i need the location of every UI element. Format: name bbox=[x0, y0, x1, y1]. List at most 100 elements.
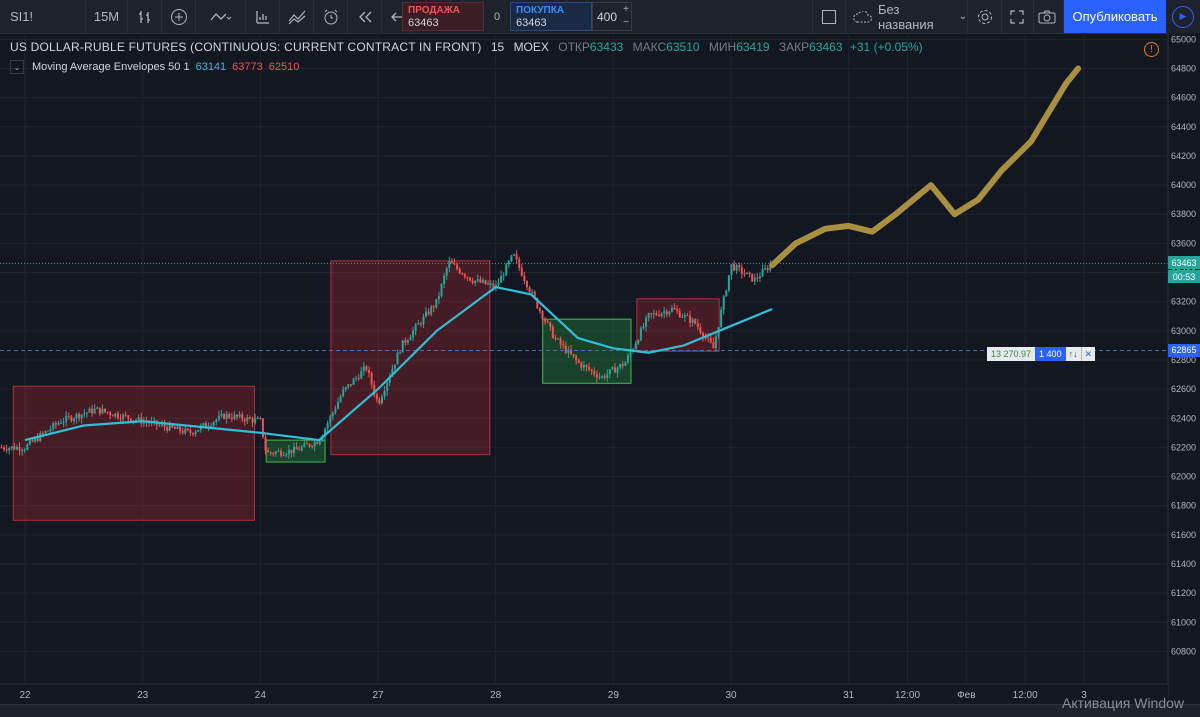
add-indicator-icon[interactable] bbox=[162, 0, 196, 33]
quantity-stepper[interactable]: + − bbox=[623, 3, 629, 29]
candle-body bbox=[233, 414, 236, 419]
candle-body bbox=[344, 387, 347, 390]
indicator-name[interactable]: Moving Average Envelopes 50 1 bbox=[32, 61, 190, 73]
candle-body bbox=[714, 336, 717, 349]
candle-body bbox=[386, 382, 389, 391]
candle-body bbox=[236, 414, 239, 417]
replay-play-button[interactable]: ▶ bbox=[1166, 0, 1200, 33]
candle-body bbox=[160, 424, 163, 426]
candle-body bbox=[557, 338, 560, 340]
candle-body bbox=[109, 412, 112, 416]
fullscreen-icon[interactable] bbox=[1000, 0, 1034, 33]
candle-body bbox=[621, 364, 624, 366]
candle-body bbox=[476, 279, 479, 281]
layout-name-button[interactable]: Без названия ⌄ bbox=[846, 0, 968, 33]
collapse-chevron-icon[interactable]: ⌄ bbox=[10, 60, 24, 74]
candle-body bbox=[78, 414, 81, 419]
price-tick-label: 62400 bbox=[1171, 413, 1196, 423]
settings-gear-icon[interactable] bbox=[968, 0, 1002, 33]
alert-icon[interactable] bbox=[314, 0, 348, 33]
symbol-search-button[interactable]: SI1! bbox=[0, 0, 86, 33]
sell-button[interactable]: ПРОДАЖА 63463 bbox=[402, 2, 484, 31]
candle-body bbox=[554, 338, 557, 340]
candle-body bbox=[49, 428, 52, 431]
candle-body bbox=[72, 418, 75, 421]
bar-style-icon[interactable] bbox=[128, 0, 162, 33]
camera-icon[interactable] bbox=[1030, 0, 1064, 33]
price-chart[interactable]: 65000 64800 64600 64400 64200 64000 63800 63600… bbox=[0, 33, 1200, 704]
replay-icon[interactable] bbox=[348, 0, 382, 33]
candle-body bbox=[111, 415, 114, 417]
fullscreen-checkbox-icon[interactable] bbox=[812, 0, 846, 33]
candle-body bbox=[701, 332, 704, 338]
candle-body bbox=[758, 276, 761, 279]
interval-button[interactable]: 15M bbox=[86, 0, 128, 33]
candle-body bbox=[122, 414, 125, 420]
compare-icon[interactable] bbox=[196, 0, 246, 33]
candle-body bbox=[479, 279, 482, 283]
candle-body bbox=[75, 414, 78, 419]
candle-body bbox=[88, 408, 91, 413]
candle-body bbox=[67, 415, 70, 417]
time-tick-label: 30 bbox=[725, 690, 737, 701]
qty-minus-button[interactable]: − bbox=[623, 17, 629, 28]
candle-body bbox=[652, 313, 655, 315]
candle-body bbox=[681, 316, 684, 318]
candle-body bbox=[588, 366, 591, 370]
candle-body bbox=[119, 417, 122, 420]
candle-body bbox=[510, 255, 513, 262]
price-tick-label: 62600 bbox=[1171, 384, 1196, 394]
candle-body bbox=[740, 267, 743, 274]
candle-body bbox=[720, 309, 723, 328]
candle-body bbox=[562, 344, 565, 346]
candle-body bbox=[743, 273, 746, 275]
candle-body bbox=[383, 390, 386, 397]
candle-body bbox=[559, 338, 562, 345]
price-tick-label: 62000 bbox=[1171, 472, 1196, 482]
quantity-input[interactable]: 400 + − bbox=[592, 2, 632, 31]
spread-value: 0 bbox=[493, 10, 501, 23]
candle-body bbox=[104, 408, 107, 412]
buy-zone-box bbox=[265, 439, 326, 463]
candle-body bbox=[536, 298, 539, 309]
candle-body bbox=[437, 295, 440, 299]
candle-body bbox=[3, 447, 6, 450]
alert-clock-icon[interactable]: ! bbox=[1144, 42, 1159, 57]
candle-body bbox=[83, 413, 86, 415]
legend-interval: 15 bbox=[490, 40, 505, 54]
financials-icon[interactable] bbox=[280, 0, 314, 33]
candle-body bbox=[326, 423, 329, 429]
order-reverse-button[interactable]: ↑↓ bbox=[1065, 347, 1081, 361]
candle-body bbox=[461, 273, 464, 275]
candle-body bbox=[173, 427, 176, 429]
candle-body bbox=[311, 446, 314, 448]
candle-body bbox=[507, 261, 510, 265]
candle-body bbox=[463, 274, 466, 277]
indicator-basis: 63141 bbox=[195, 61, 227, 73]
qty-plus-button[interactable]: + bbox=[623, 4, 629, 15]
candle-body bbox=[575, 356, 578, 361]
time-tick-label: 12:00 bbox=[895, 690, 920, 701]
order-close-button[interactable]: ✕ bbox=[1080, 347, 1096, 361]
candle-body bbox=[142, 421, 145, 424]
low-value: 63419 bbox=[736, 40, 770, 54]
candle-body bbox=[601, 376, 604, 378]
order-line-tag[interactable]: 13 270.97 1 400 ↑↓ ✕ bbox=[987, 347, 1096, 361]
candle-body bbox=[34, 437, 37, 442]
price-tick-label: 65000 bbox=[1171, 34, 1196, 44]
candle-body bbox=[62, 421, 65, 423]
candle-body bbox=[417, 323, 420, 325]
candle-body bbox=[406, 340, 409, 343]
order-qty[interactable]: 1 400 bbox=[1035, 347, 1066, 361]
time-tick-label: 28 bbox=[490, 690, 502, 701]
indicators-icon[interactable] bbox=[246, 0, 280, 33]
candle-body bbox=[204, 423, 207, 427]
candle-body bbox=[282, 455, 285, 457]
buy-button[interactable]: ПОКУПКА 63463 bbox=[510, 2, 592, 31]
candle-body bbox=[645, 317, 648, 327]
candle-body bbox=[28, 440, 31, 445]
candle-body bbox=[342, 389, 345, 397]
candle-body bbox=[153, 420, 156, 422]
candle-body bbox=[44, 431, 47, 434]
publish-button[interactable]: Опубликовать bbox=[1064, 0, 1166, 33]
